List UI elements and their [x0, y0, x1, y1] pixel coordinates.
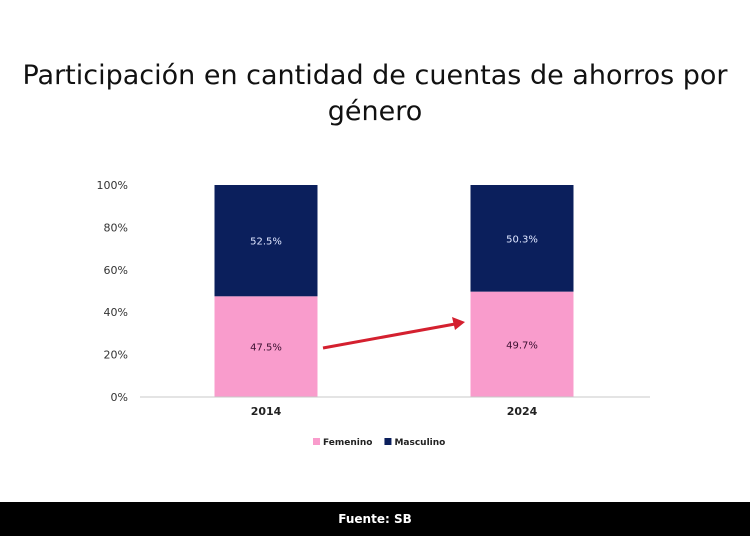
- y-tick-label: 80%: [104, 221, 128, 234]
- x-tick-label: 2014: [251, 405, 282, 418]
- legend-label: Masculino: [394, 438, 445, 448]
- bar-segment-masculino: [214, 185, 318, 297]
- data-label: 50.3%: [506, 234, 538, 245]
- legend-swatch-femenino: [313, 438, 320, 445]
- bar-segment-femenino: [214, 296, 318, 397]
- data-label: 47.5%: [250, 343, 282, 354]
- chart-title: Participación en cantidad de cuentas de …: [22, 60, 728, 127]
- legend-label: Femenino: [323, 438, 372, 448]
- trend-arrow-head: [452, 317, 465, 330]
- bar-segment-masculino: [470, 185, 574, 292]
- y-tick-label: 0%: [111, 391, 128, 404]
- y-tick-label: 40%: [104, 306, 128, 319]
- y-tick-label: 20%: [104, 349, 128, 362]
- data-label: 52.5%: [250, 237, 282, 248]
- stacked-bar-chart: 0% 20% 40% 60% 80% 100% 47.5% 52.5% 2014 49.7% 50.…: [97, 179, 650, 448]
- legend-swatch-masculino: [384, 438, 392, 445]
- data-label: 49.7%: [506, 340, 538, 351]
- y-tick-label: 60%: [104, 264, 128, 277]
- source-footer: Fuente: SB: [0, 502, 750, 536]
- trend-arrow-line: [322, 322, 456, 350]
- bar-segment-femenino: [470, 291, 574, 397]
- y-tick-label: 100%: [97, 179, 128, 192]
- x-tick-label: 2024: [507, 405, 538, 418]
